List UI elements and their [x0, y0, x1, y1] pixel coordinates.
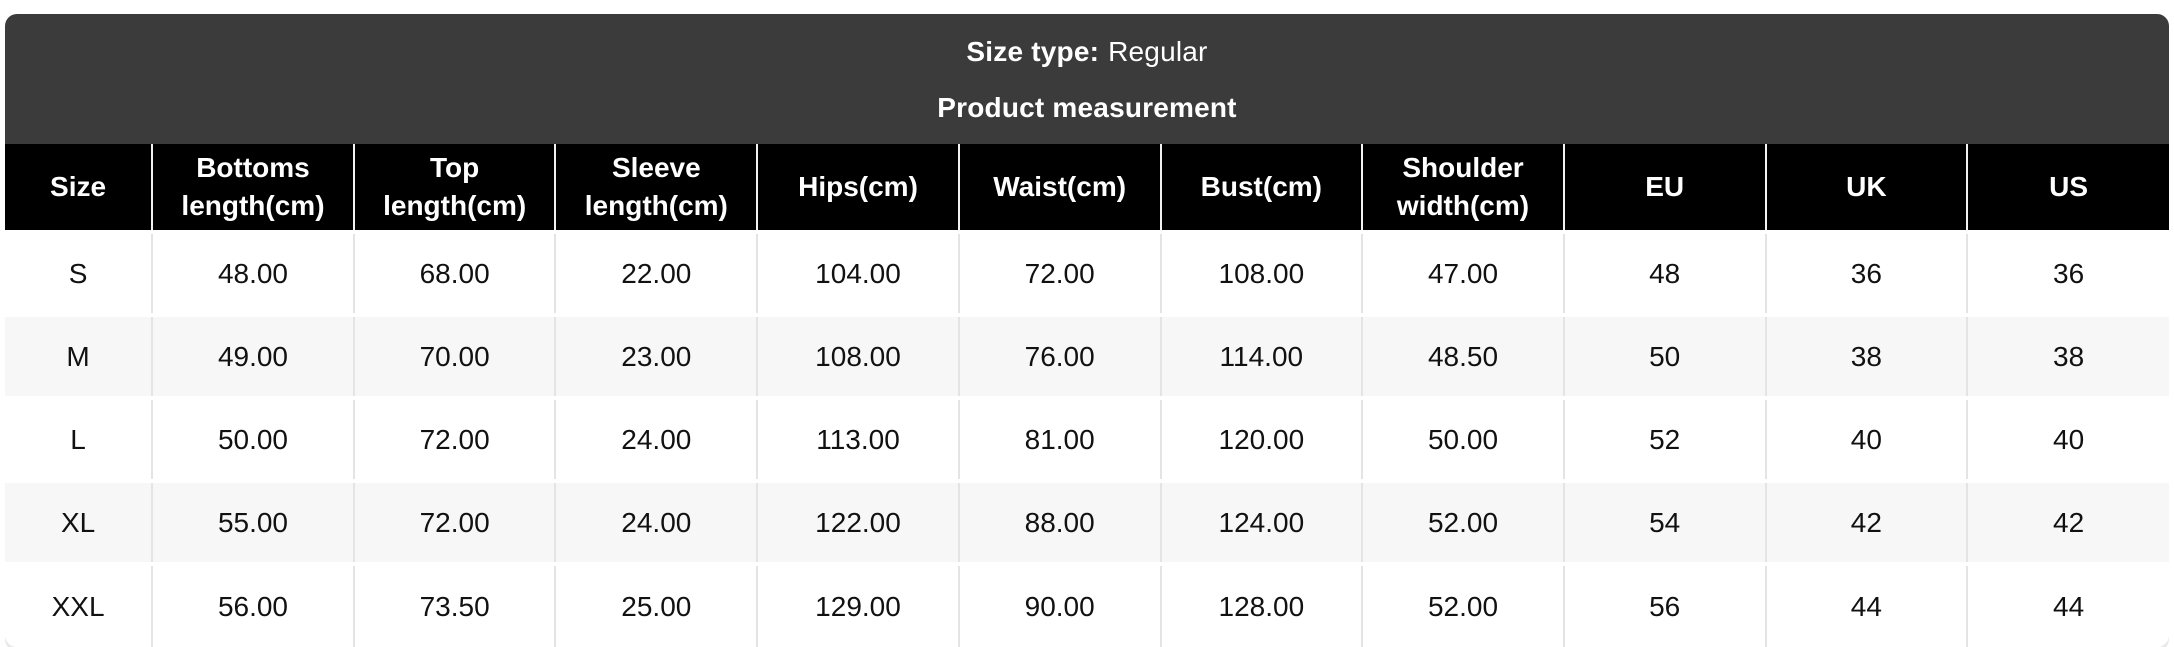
measurement-cell: 70.00: [352, 313, 556, 398]
measurement-cell: 72.00: [352, 479, 556, 564]
measurement-cell: 42: [1966, 479, 2169, 564]
measurement-cell: 49.00: [151, 313, 354, 398]
column-header: US: [1966, 144, 2169, 232]
measurement-cell: 113.00: [756, 396, 959, 481]
measurement-cell: 24.00: [554, 396, 758, 481]
measurement-cell: 44: [1966, 562, 2169, 647]
size-cell: S: [5, 230, 153, 315]
measurement-cell: 108.00: [1159, 230, 1363, 315]
column-header: Hips(cm): [756, 144, 959, 232]
column-header: Bust(cm): [1159, 144, 1363, 232]
measurement-cell: 50.00: [1361, 396, 1564, 481]
table-body: S 48.00 68.00 22.00 104.00 72.00 108.00 47.00 48…: [5, 230, 2169, 647]
measurement-cell: 40: [1764, 396, 1968, 481]
size-chart-table: Size Bottoms length(cm) Top length(cm) Slee…: [5, 144, 2169, 647]
table-row: XL 55.00 72.00 24.00 122.00 88.00 124.00 52.00 5…: [5, 479, 2169, 564]
table-row: XXL 56.00 73.50 25.00 129.00 90.00 128.00 52.00…: [5, 562, 2169, 647]
size-cell: M: [5, 313, 153, 398]
measurement-cell: 24.00: [554, 479, 758, 564]
table-row: L 50.00 72.00 24.00 113.00 81.00 120.00 50.00 52…: [5, 396, 2169, 481]
size-chart-card: Size type: Regular Product measurement Si…: [5, 14, 2169, 647]
measurement-cell: 108.00: [756, 313, 959, 398]
measurement-cell: 129.00: [756, 562, 959, 647]
measurement-cell: 122.00: [756, 479, 959, 564]
size-type-value: Regular: [1108, 36, 1208, 67]
measurement-cell: 90.00: [957, 562, 1161, 647]
measurement-cell: 38: [1966, 313, 2169, 398]
column-header: Bottoms length(cm): [151, 144, 354, 232]
size-cell: XXL: [5, 562, 153, 647]
measurement-cell: 120.00: [1159, 396, 1363, 481]
column-header: Shoulder width(cm): [1361, 144, 1564, 232]
measurement-cell: 52.00: [1361, 479, 1564, 564]
table-head: Size Bottoms length(cm) Top length(cm) Slee…: [5, 144, 2169, 232]
measurement-cell: 38: [1764, 313, 1968, 398]
table-row: M 49.00 70.00 23.00 108.00 76.00 114.00 48.50 50…: [5, 313, 2169, 398]
column-header: EU: [1562, 144, 1766, 232]
size-cell: L: [5, 396, 153, 481]
size-type-label: Size type:: [966, 36, 1100, 67]
measurement-cell: 72.00: [352, 396, 556, 481]
measurement-cell: 72.00: [957, 230, 1161, 315]
measurement-cell: 52: [1562, 396, 1766, 481]
measurement-cell: 44: [1764, 562, 1968, 647]
measurement-cell: 23.00: [554, 313, 758, 398]
table-row: S 48.00 68.00 22.00 104.00 72.00 108.00 47.00 48…: [5, 230, 2169, 315]
measurement-cell: 76.00: [957, 313, 1161, 398]
measurement-cell: 48.50: [1361, 313, 1564, 398]
size-type-line: Size type: Regular: [5, 34, 2169, 70]
product-measurement-title: Product measurement: [937, 92, 1237, 123]
table-header-row: Size Bottoms length(cm) Top length(cm) Slee…: [5, 144, 2169, 232]
column-header: UK: [1764, 144, 1968, 232]
measurement-cell: 48: [1562, 230, 1766, 315]
measurement-cell: 36: [1966, 230, 2169, 315]
measurement-cell: 68.00: [352, 230, 556, 315]
size-chart-header: Size type: Regular Product measurement: [5, 14, 2169, 144]
size-cell: XL: [5, 479, 153, 564]
measurement-cell: 25.00: [554, 562, 758, 647]
column-header: Sleeve length(cm): [554, 144, 758, 232]
measurement-cell: 56: [1562, 562, 1766, 647]
column-header: Waist(cm): [957, 144, 1161, 232]
measurement-cell: 104.00: [756, 230, 959, 315]
measurement-cell: 50.00: [151, 396, 354, 481]
measurement-cell: 114.00: [1159, 313, 1363, 398]
measurement-cell: 128.00: [1159, 562, 1363, 647]
measurement-cell: 22.00: [554, 230, 758, 315]
measurement-cell: 52.00: [1361, 562, 1564, 647]
measurement-cell: 36: [1764, 230, 1968, 315]
measurement-cell: 88.00: [957, 479, 1161, 564]
measurement-cell: 124.00: [1159, 479, 1363, 564]
measurement-cell: 81.00: [957, 396, 1161, 481]
measurement-cell: 42: [1764, 479, 1968, 564]
column-header: Size: [5, 144, 153, 232]
measurement-cell: 54: [1562, 479, 1766, 564]
measurement-cell: 40: [1966, 396, 2169, 481]
measurement-cell: 55.00: [151, 479, 354, 564]
measurement-cell: 56.00: [151, 562, 354, 647]
measurement-cell: 73.50: [352, 562, 556, 647]
column-header: Top length(cm): [352, 144, 556, 232]
measurement-cell: 47.00: [1361, 230, 1564, 315]
measurement-cell: 50: [1562, 313, 1766, 398]
measurement-cell: 48.00: [151, 230, 354, 315]
